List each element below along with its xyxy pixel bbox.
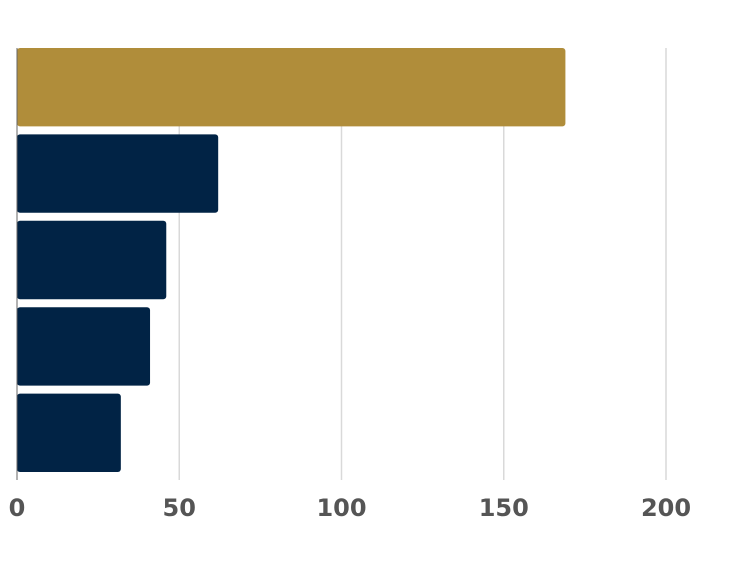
x-tick-label-150: 150: [479, 494, 529, 522]
x-axis: 0 50 100 150 200: [9, 48, 691, 522]
bar-4: [17, 307, 151, 386]
x-tick-label-50: 50: [163, 494, 196, 522]
x-tick-label-0: 0: [9, 494, 26, 522]
bars: [17, 48, 566, 472]
x-tick-label-100: 100: [316, 494, 366, 522]
bar-5: [17, 393, 121, 472]
x-tick-label-200: 200: [641, 494, 691, 522]
bar-2: [17, 134, 219, 213]
bar-1: [17, 48, 566, 127]
bar-3: [17, 220, 167, 300]
